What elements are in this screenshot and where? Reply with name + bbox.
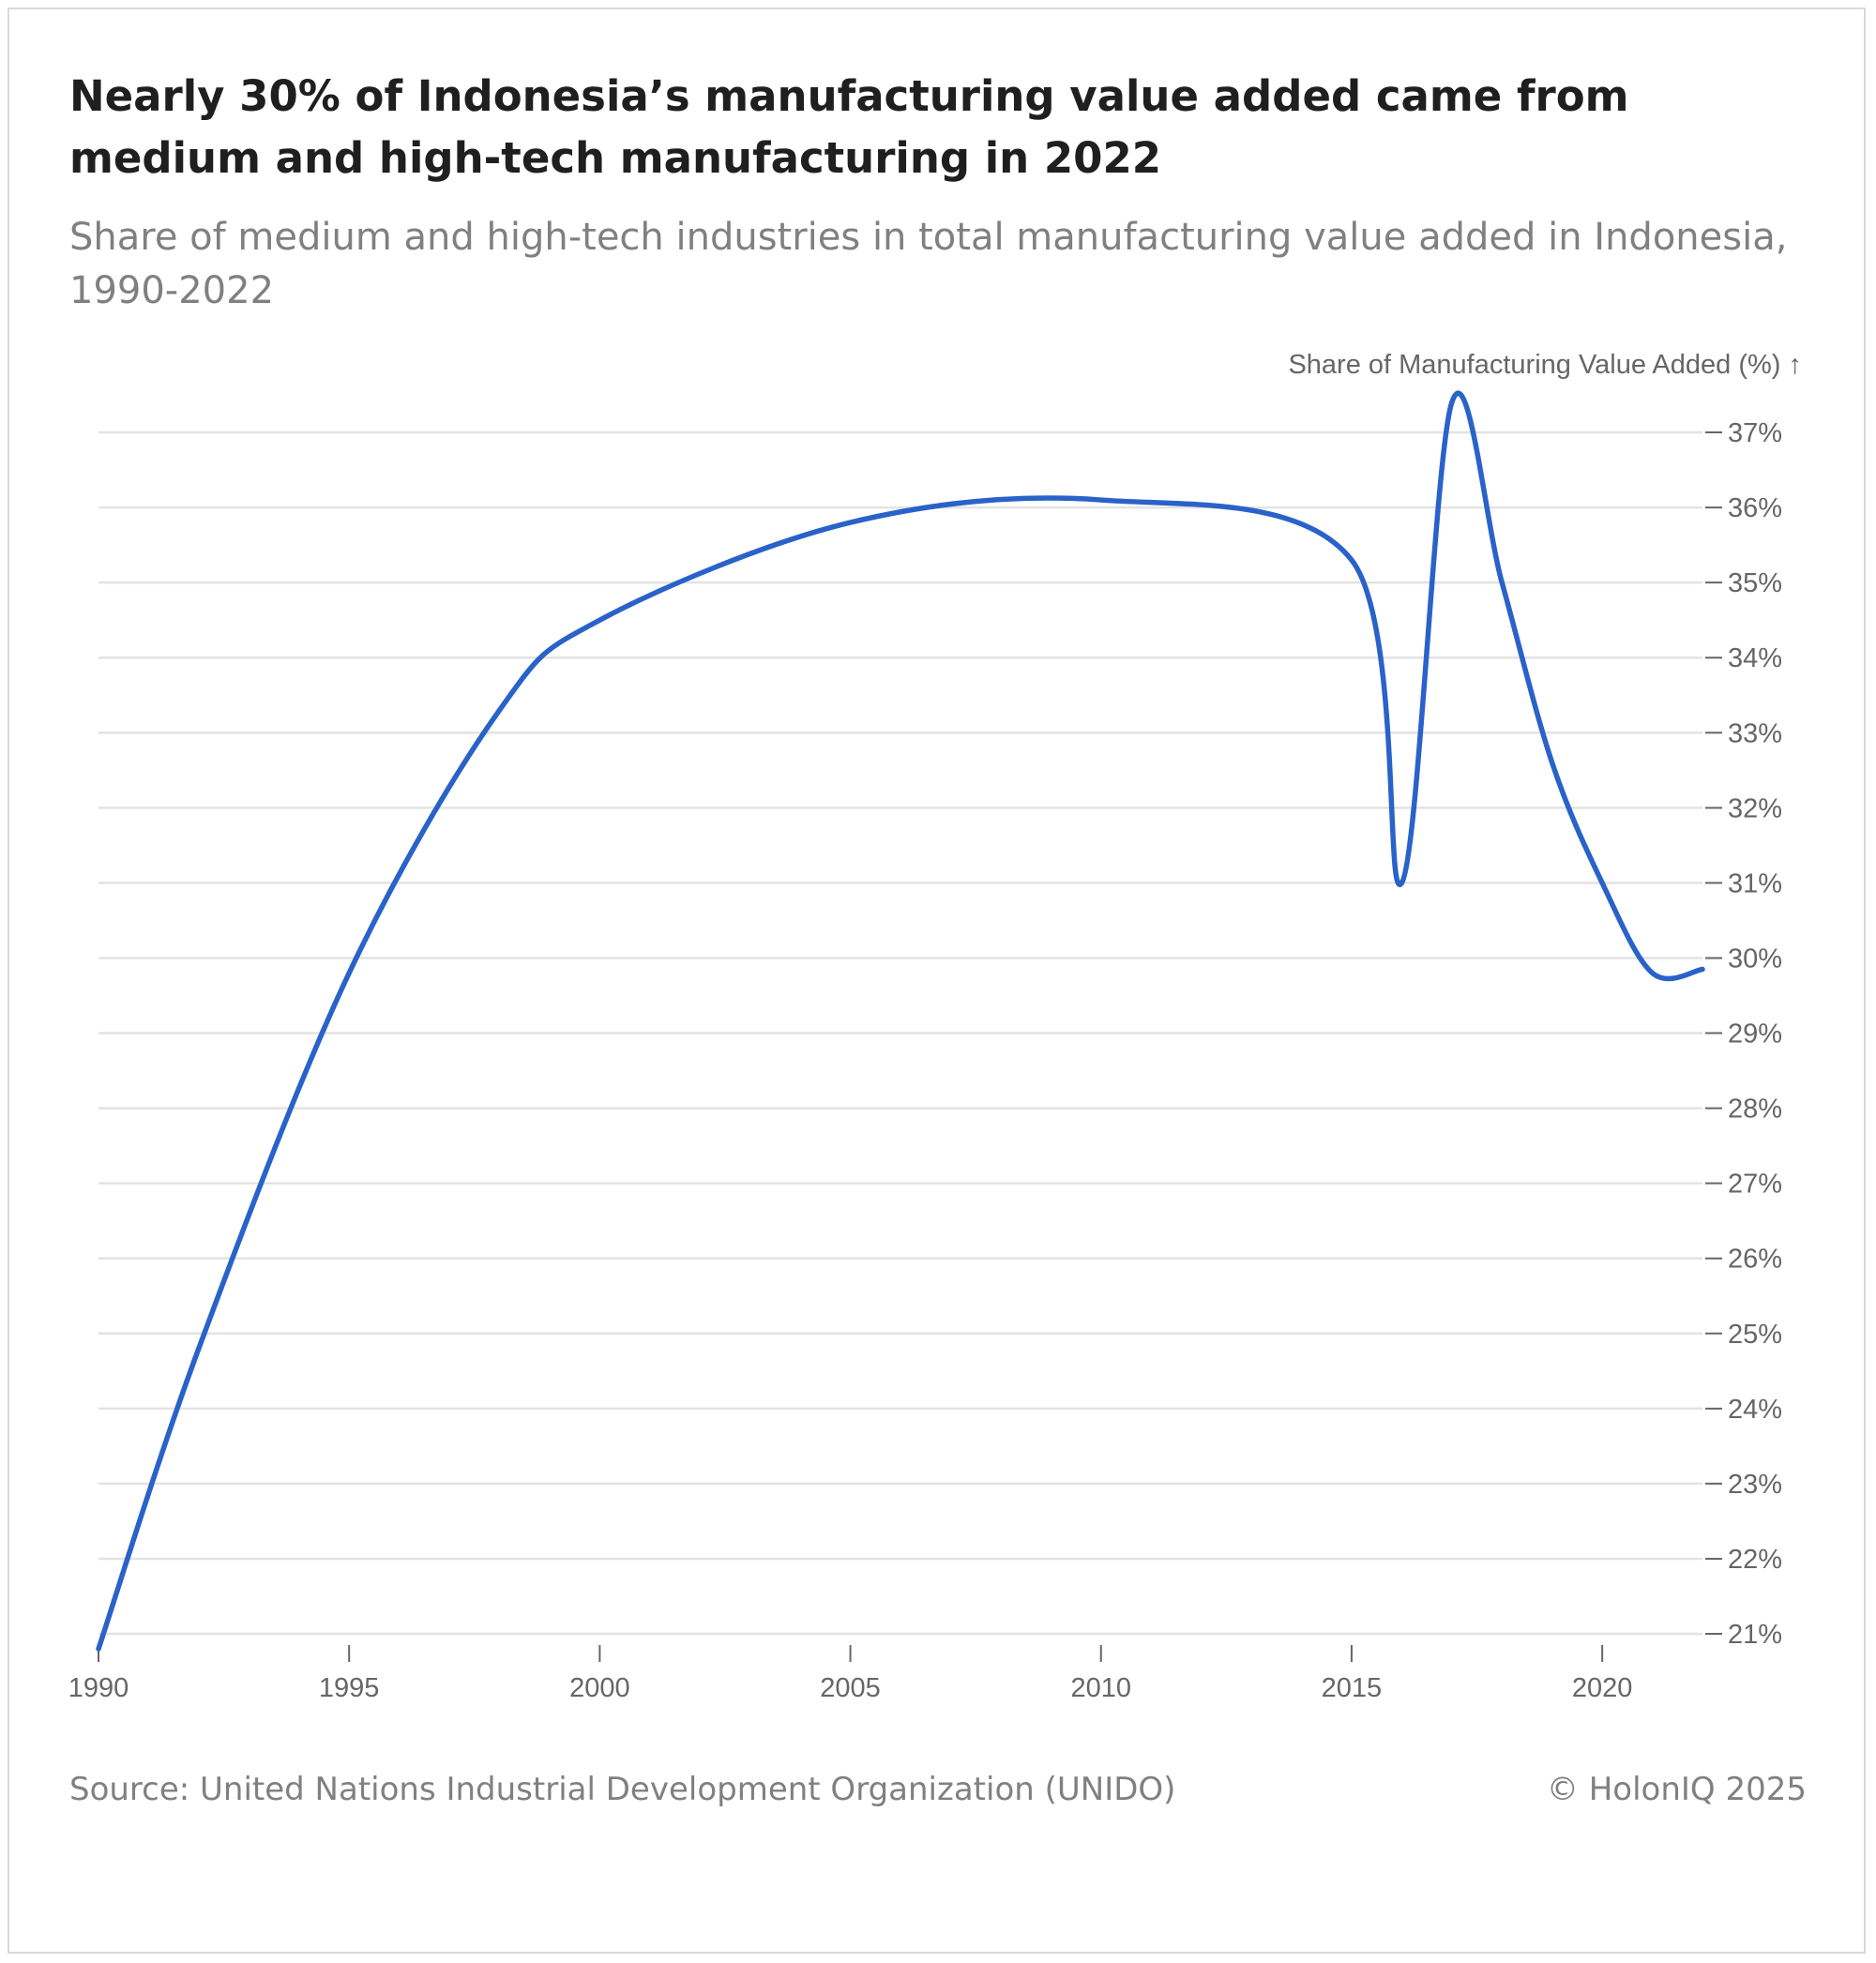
y-tick-label: 33%	[1728, 718, 1782, 748]
x-tick-label: 2005	[820, 1673, 881, 1703]
y-tick-label: 31%	[1728, 868, 1782, 898]
data-point-2019	[1550, 760, 1555, 765]
y-tick-label: 25%	[1728, 1320, 1782, 1350]
data-point-1992	[196, 1346, 202, 1351]
source-note: Source: United Nations Industrial Develo…	[69, 1771, 1176, 1808]
chart-card	[8, 8, 1866, 1954]
data-point-2020	[1599, 880, 1605, 885]
grid-lines	[98, 430, 1702, 1636]
data-point-1998	[496, 707, 503, 713]
x-tick-label: 2000	[569, 1673, 630, 1703]
data-point-1990	[96, 1646, 101, 1652]
data-point-2018	[1499, 580, 1505, 585]
data-point-2015	[1349, 557, 1354, 563]
copyright-note: © HolonIQ 2025	[1546, 1771, 1807, 1808]
y-tick-label: 35%	[1728, 568, 1782, 598]
data-point-2010	[1098, 497, 1104, 503]
y-tick-label: 36%	[1728, 493, 1782, 523]
y-tick-label: 30%	[1728, 944, 1782, 974]
y-tick-label: 26%	[1728, 1245, 1782, 1275]
data-point-2022	[1700, 966, 1705, 973]
x-tick-label: 1990	[68, 1673, 129, 1703]
x-tick-label: 2020	[1572, 1673, 1633, 1703]
chart-subtitle: Share of medium and high-tech industries…	[69, 216, 1788, 312]
y-tick-label: 24%	[1728, 1395, 1782, 1425]
x-axis-ticks: 1990 1995 2000 2005 2010 2015 2020	[68, 1645, 1633, 1703]
y-tick-label: 28%	[1728, 1095, 1782, 1125]
data-point-2017	[1449, 400, 1455, 405]
x-tick-label: 2010	[1070, 1673, 1131, 1703]
x-tick-label: 1995	[319, 1673, 380, 1703]
y-axis-ticks: 21% 22% 23% 24% 25% 26% 27% 28% 29% 30% 31% 32% 33% 3…	[1705, 418, 1782, 1650]
y-tick-label: 34%	[1728, 643, 1782, 673]
data-point-1995	[346, 970, 352, 976]
y-axis-label: Share of Manufacturing Value Added (%) ↑	[1288, 350, 1802, 380]
y-tick-label: 32%	[1728, 793, 1782, 823]
data-point-2005	[847, 520, 854, 525]
y-tick-label: 27%	[1728, 1170, 1782, 1200]
y-tick-label: 23%	[1728, 1470, 1782, 1500]
series-layer	[96, 390, 1705, 1652]
x-tick-label: 2015	[1322, 1673, 1383, 1703]
data-point-2021	[1649, 970, 1656, 976]
y-tick-label: 22%	[1728, 1545, 1782, 1575]
y-tick-label: 37%	[1728, 418, 1782, 448]
data-point-2000	[597, 617, 602, 623]
y-tick-label: 29%	[1728, 1019, 1782, 1049]
chart-title: Nearly 30% of Indonesia’s manufacturing …	[69, 71, 1629, 183]
data-point-2016	[1399, 880, 1404, 885]
y-tick-label: 21%	[1728, 1620, 1782, 1650]
